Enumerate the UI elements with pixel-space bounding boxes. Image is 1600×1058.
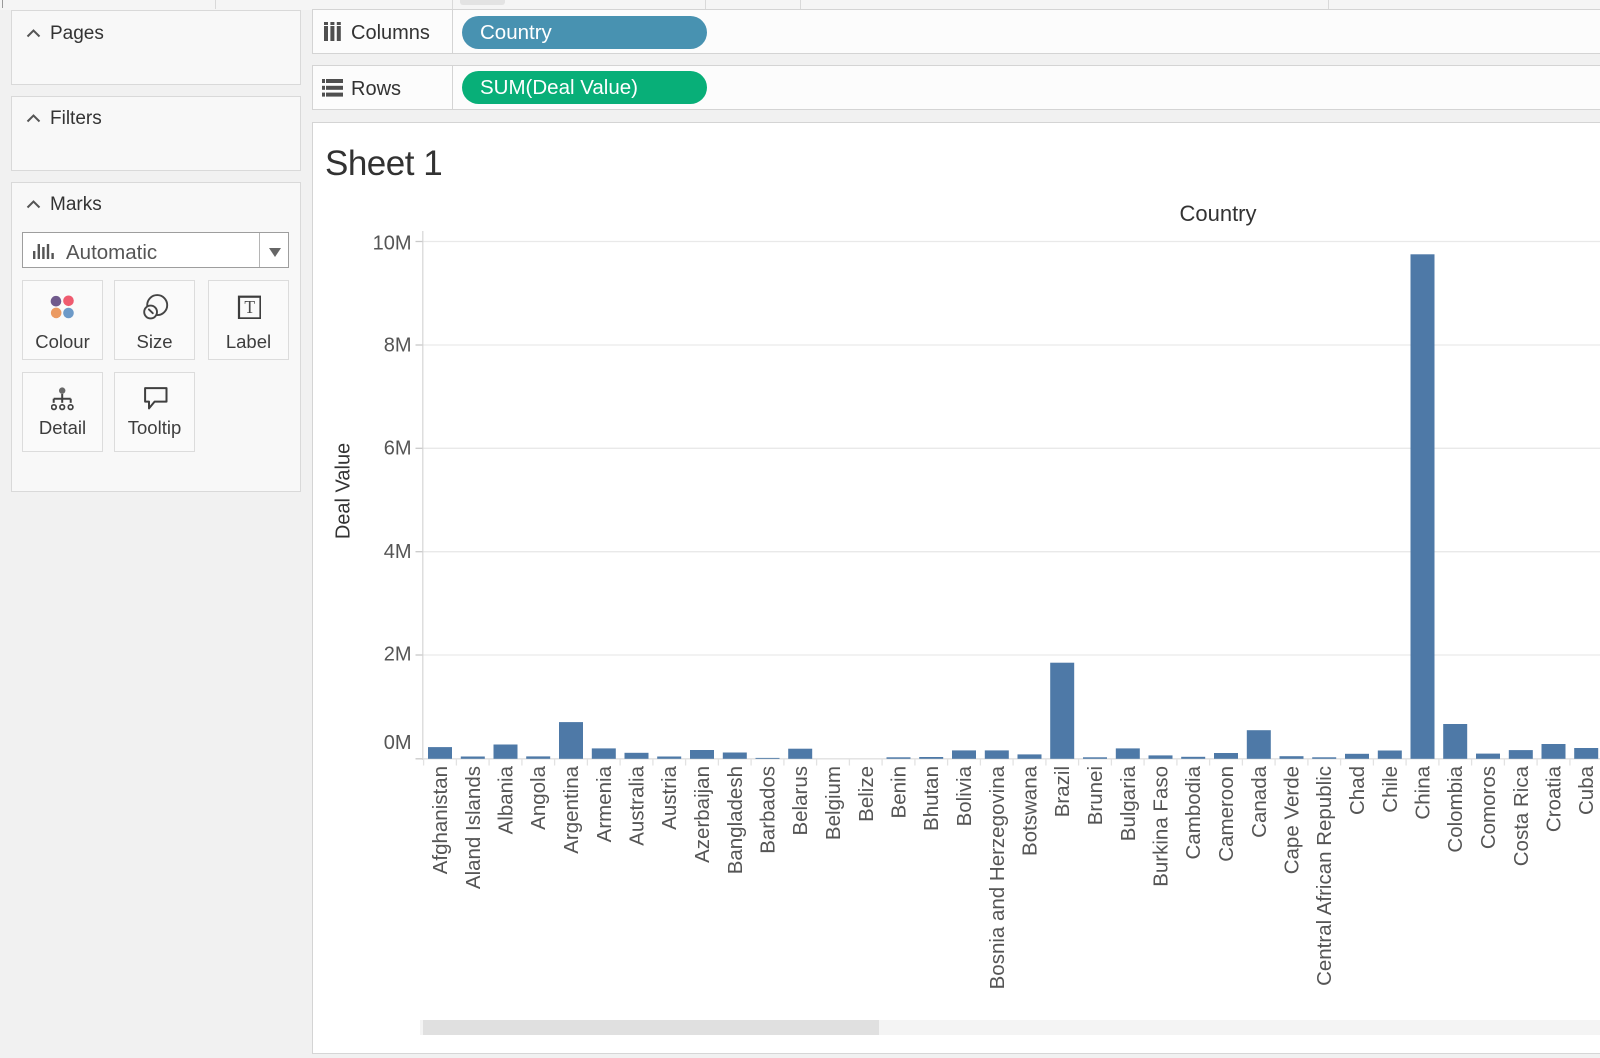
svg-text:T: T (244, 297, 255, 317)
svg-text:Aland Islands: Aland Islands (462, 766, 485, 889)
svg-text:6M: 6M (384, 438, 412, 460)
svg-text:Benin: Benin (888, 766, 911, 818)
svg-text:Belize: Belize (855, 766, 878, 822)
svg-text:Bangladesh: Bangladesh (724, 766, 747, 874)
svg-text:Colombia: Colombia (1444, 765, 1467, 852)
svg-text:Botswana: Botswana (1019, 765, 1042, 856)
svg-text:Chile: Chile (1379, 766, 1402, 813)
svg-text:Brazil: Brazil (1051, 766, 1074, 817)
svg-text:Bosnia and Herzegovina: Bosnia and Herzegovina (986, 765, 1009, 989)
svg-text:Country: Country (1179, 201, 1256, 226)
svg-text:China: China (1412, 765, 1435, 819)
svg-text:Deal Value: Deal Value (333, 443, 355, 539)
svg-text:Armenia: Armenia (593, 765, 616, 842)
svg-text:2M: 2M (384, 643, 412, 665)
svg-text:Belgium: Belgium (822, 766, 845, 840)
svg-text:10M: 10M (373, 233, 412, 255)
svg-text:Costa Rica: Costa Rica (1510, 765, 1533, 866)
svg-text:Austria: Austria (658, 765, 681, 829)
svg-text:Albania: Albania (495, 765, 518, 834)
svg-text:Burkina Faso: Burkina Faso (1150, 766, 1173, 887)
svg-text:0M: 0M (384, 732, 412, 754)
svg-text:Afghanistan: Afghanistan (429, 766, 452, 874)
svg-text:Comoros: Comoros (1477, 766, 1500, 849)
svg-text:Barbados: Barbados (757, 766, 780, 854)
svg-text:4M: 4M (384, 541, 412, 563)
svg-text:Azerbaijan: Azerbaijan (691, 766, 714, 863)
svg-text:Belarus: Belarus (789, 766, 812, 836)
svg-text:Argentina: Argentina (560, 765, 583, 853)
svg-text:Cape Verde: Cape Verde (1281, 766, 1304, 874)
svg-text:8M: 8M (384, 334, 412, 356)
svg-text:Australia: Australia (626, 765, 649, 845)
svg-text:Angola: Angola (527, 765, 550, 829)
svg-text:Croatia: Croatia (1543, 765, 1566, 832)
svg-text:Bulgaria: Bulgaria (1117, 765, 1140, 841)
svg-text:Cuba: Cuba (1575, 765, 1598, 815)
svg-text:Brunei: Brunei (1084, 766, 1107, 825)
svg-text:Chad: Chad (1346, 766, 1369, 815)
svg-text:Central African Republic: Central African Republic (1313, 766, 1336, 986)
svg-text:Bolivia: Bolivia (953, 765, 976, 826)
svg-text:Canada: Canada (1248, 765, 1271, 837)
svg-text:Cambodia: Cambodia (1182, 765, 1205, 859)
svg-text:Cameroon: Cameroon (1215, 766, 1238, 862)
svg-text:Bhutan: Bhutan (920, 766, 943, 831)
